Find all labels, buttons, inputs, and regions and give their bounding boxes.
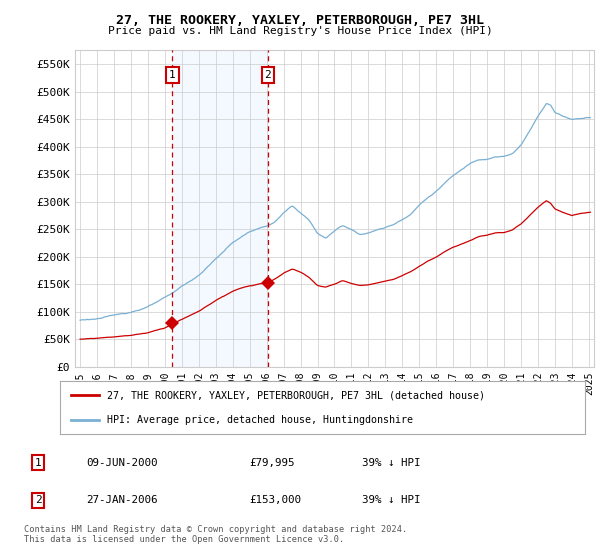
Text: 27-JAN-2006: 27-JAN-2006	[86, 496, 158, 505]
Text: 39% ↓ HPI: 39% ↓ HPI	[362, 458, 421, 468]
Bar	[172, 50, 268, 367]
Text: 2: 2	[35, 496, 41, 505]
Text: 39% ↓ HPI: 39% ↓ HPI	[362, 496, 421, 505]
Text: 1: 1	[169, 70, 176, 80]
Text: £79,995: £79,995	[250, 458, 295, 468]
Text: 2: 2	[265, 70, 271, 80]
Text: HPI: Average price, detached house, Huntingdonshire: HPI: Average price, detached house, Hunt…	[107, 414, 413, 424]
Text: 1: 1	[35, 458, 41, 468]
Text: Price paid vs. HM Land Registry's House Price Index (HPI): Price paid vs. HM Land Registry's House …	[107, 26, 493, 36]
Text: 27, THE ROOKERY, YAXLEY, PETERBOROUGH, PE7 3HL: 27, THE ROOKERY, YAXLEY, PETERBOROUGH, P…	[116, 14, 484, 27]
Text: £153,000: £153,000	[250, 496, 302, 505]
Text: 27, THE ROOKERY, YAXLEY, PETERBOROUGH, PE7 3HL (detached house): 27, THE ROOKERY, YAXLEY, PETERBOROUGH, P…	[107, 390, 485, 400]
Text: Contains HM Land Registry data © Crown copyright and database right 2024.
This d: Contains HM Land Registry data © Crown c…	[24, 525, 407, 544]
Text: 09-JUN-2000: 09-JUN-2000	[86, 458, 158, 468]
